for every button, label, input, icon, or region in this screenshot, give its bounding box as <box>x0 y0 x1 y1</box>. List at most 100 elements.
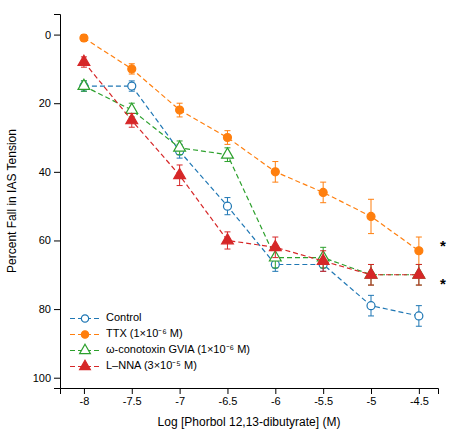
error-bar-cap <box>224 231 230 232</box>
error-bar-cap <box>81 91 87 92</box>
error-bar-cap <box>320 247 326 248</box>
error-bar-cap <box>224 214 230 215</box>
error-bar <box>368 199 374 233</box>
error-bar <box>320 182 326 203</box>
y-tick-mark <box>54 378 60 379</box>
error-bar-cap <box>81 67 87 68</box>
point <box>126 103 138 113</box>
legend-marker <box>80 360 91 369</box>
legend-marker <box>81 331 88 338</box>
series-line <box>84 86 419 275</box>
point <box>223 202 231 210</box>
error-bar <box>224 131 230 145</box>
point <box>413 268 425 278</box>
error-bar-cap <box>272 161 278 162</box>
x-axis-title: Log [Phorbol 12,13-dibutyrate] (M) <box>158 415 341 429</box>
x-tick-mark <box>84 388 85 394</box>
error-bar-cap <box>320 271 326 272</box>
x-tick-label: -4.5 <box>410 395 429 407</box>
y-tick-label: 40 <box>39 166 51 178</box>
point <box>78 55 90 65</box>
error-bar-cap <box>177 164 183 165</box>
y-axis-line <box>54 15 61 389</box>
y-tick: 80 <box>39 303 60 315</box>
point <box>415 312 423 320</box>
x-tick-mark <box>419 388 420 394</box>
point <box>128 65 136 73</box>
error-bar-cap <box>416 326 422 327</box>
error-bar-cap <box>129 63 135 64</box>
error-bar-cap <box>320 271 326 272</box>
x-tick-label: -6 <box>271 395 281 407</box>
error-bar-cap <box>272 182 278 183</box>
x-tick: -4.5 <box>410 388 429 407</box>
x-axis-line <box>61 389 439 395</box>
error-bar-cap <box>272 257 278 258</box>
error-bar-cap <box>320 182 326 183</box>
error-bar-cap <box>368 199 374 200</box>
error-bar-cap <box>177 154 183 155</box>
error-bar <box>129 64 135 74</box>
error-bar-cap <box>129 127 135 128</box>
legend-item: Control <box>70 311 141 323</box>
plot-area <box>78 34 425 326</box>
y-tick: 0 <box>45 29 60 41</box>
error-bar <box>416 306 422 327</box>
legend-label: TTX (1×10⁻⁶ M) <box>106 327 183 339</box>
series <box>80 81 423 326</box>
point <box>413 268 425 278</box>
error-bar <box>129 81 135 91</box>
x-tick-mark <box>180 388 181 394</box>
point <box>223 134 231 142</box>
legend-item: L–NNA (3×10⁻⁵ M) <box>70 359 197 371</box>
x-tick-label: -5 <box>367 395 377 407</box>
error-bar-cap <box>368 285 374 286</box>
error-bar-cap <box>272 257 278 258</box>
error-bar-cap <box>368 233 374 234</box>
point <box>367 212 375 220</box>
point <box>128 82 136 90</box>
error-bar-cap <box>177 158 183 159</box>
error-bar-cap <box>416 285 422 286</box>
point <box>174 141 186 151</box>
x-tick-mark <box>227 388 228 394</box>
annotation: * <box>440 237 446 254</box>
x-tick-mark <box>371 388 372 394</box>
error-bar-cap <box>320 202 326 203</box>
legend-marker <box>80 344 91 353</box>
error-bar-cap <box>129 74 135 75</box>
y-tick: 60 <box>39 234 60 246</box>
point <box>80 34 88 42</box>
point <box>176 106 184 114</box>
error-bar <box>224 198 230 215</box>
y-tick-label: 0 <box>45 29 51 41</box>
series <box>78 55 425 285</box>
error-bar-cap <box>272 267 278 268</box>
error-bar-cap <box>320 250 326 251</box>
x-tick: -6.5 <box>218 388 237 407</box>
error-bar <box>81 35 87 42</box>
series-line <box>84 86 419 316</box>
y-tick-mark <box>54 240 60 241</box>
point <box>319 188 327 196</box>
error-bar-cap <box>129 80 135 81</box>
error-bar <box>416 237 422 264</box>
y-tick: 100 <box>33 372 60 384</box>
error-bar-cap <box>416 237 422 238</box>
error-bar-cap <box>224 130 230 131</box>
legend-label: ω-conotoxin GVIA (1×10⁻⁶ M) <box>106 343 250 355</box>
x-tick: -5.5 <box>314 388 333 407</box>
error-bar-cap <box>416 264 422 265</box>
error-bar-cap <box>368 295 374 296</box>
error-bar <box>368 295 374 316</box>
legend-label: L–NNA (3×10⁻⁵ M) <box>106 359 197 371</box>
x-tick-mark <box>275 388 276 394</box>
point <box>365 268 377 278</box>
x-tick-mark <box>323 388 324 394</box>
x-tick: -6 <box>271 388 281 407</box>
legend-label: Control <box>106 311 141 323</box>
point <box>415 247 423 255</box>
error-bar-cap <box>224 161 230 162</box>
point <box>317 254 329 264</box>
error-bar-cap <box>416 264 422 265</box>
